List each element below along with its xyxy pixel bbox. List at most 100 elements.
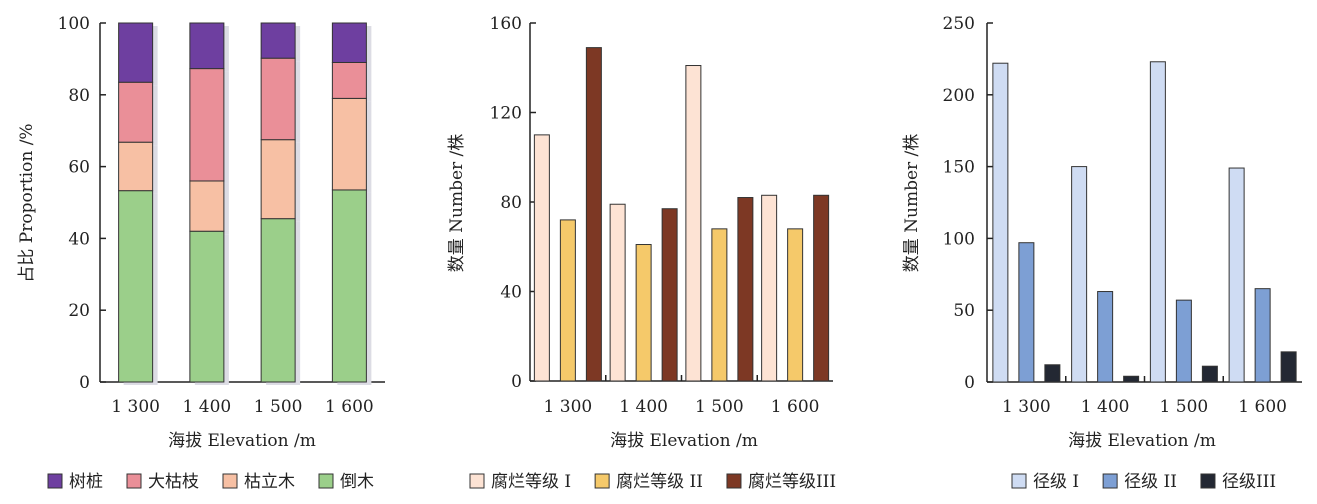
bar — [1175, 299, 1192, 383]
stacked-proportion-chart: 占比 Proportion /% 海拔 Elevation /m 0 20 40 60… — [17, 14, 385, 451]
x-tick-label: 1 600 — [771, 397, 820, 417]
bar-segment — [331, 22, 367, 63]
chart0-ylabel: 占比 Proportion /% — [17, 123, 37, 282]
legend-label: 腐烂等级 I — [491, 472, 571, 492]
bar — [1071, 166, 1088, 383]
legend-swatch — [1200, 473, 1216, 489]
x-tick-label: 1 400 — [1081, 397, 1130, 417]
chart1-ylabel: 数量 Number /株 — [447, 134, 467, 273]
y-tick-label: 0 — [79, 373, 90, 393]
bar — [585, 47, 602, 382]
y-tick-label: 50 — [953, 301, 975, 321]
bar-segment — [118, 22, 154, 83]
bar — [1044, 364, 1061, 383]
legend-label: 倒木 — [340, 472, 374, 492]
bar — [1123, 375, 1140, 383]
bar — [661, 208, 678, 382]
bar-segment — [118, 190, 154, 383]
y-tick-label: 20 — [68, 301, 90, 321]
x-tick-label: 1 400 — [619, 397, 668, 417]
bar — [559, 219, 576, 382]
bar — [635, 244, 652, 382]
legend-swatch — [47, 473, 63, 489]
x-tick-label: 1 500 — [1160, 397, 1209, 417]
legend-swatch — [469, 473, 485, 489]
y-tick-label: 80 — [500, 193, 522, 213]
bar — [787, 228, 804, 382]
y-tick-label: 200 — [943, 86, 975, 106]
x-tick-label: 1 600 — [325, 397, 374, 417]
diameter-class-chart: 数量 Number /株 海拔 Elevation /m 0 50 100 150 20… — [902, 14, 1302, 451]
bar — [1149, 61, 1166, 383]
bar — [813, 194, 830, 382]
x-tick-label: 1 300 — [1002, 397, 1051, 417]
legend-swatch — [594, 473, 610, 489]
y-tick-label: 120 — [490, 104, 522, 124]
bar — [761, 194, 778, 382]
bar-segment — [331, 189, 367, 383]
x-tick-label: 1 500 — [695, 397, 744, 417]
bar-segment — [260, 57, 296, 141]
legend-swatch — [1011, 473, 1027, 489]
legend-swatch — [222, 473, 238, 489]
y-tick-label: 160 — [490, 14, 522, 34]
y-tick-label: 80 — [68, 86, 90, 106]
chart2-ylabel: 数量 Number /株 — [902, 134, 922, 273]
chart0-xlabel: 海拔 Elevation /m — [168, 431, 316, 451]
bar-segment — [189, 22, 225, 70]
bar — [1254, 288, 1271, 383]
decay-class-chart: 数量 Number /株 海拔 Elevation /m 0 40 80 120 160… — [447, 14, 833, 451]
bar-segment — [260, 218, 296, 383]
legend-swatch — [318, 473, 334, 489]
bar — [1280, 351, 1297, 383]
bar-segment — [118, 141, 154, 192]
x-tick-label: 1 300 — [544, 397, 593, 417]
legend-swatch — [726, 473, 742, 489]
y-tick-label: 60 — [68, 158, 90, 178]
bar — [992, 62, 1009, 383]
legend-swatch — [1102, 473, 1118, 489]
bar-segment — [189, 230, 225, 383]
y-tick-label: 40 — [68, 229, 90, 249]
x-tick-label: 1 500 — [254, 397, 303, 417]
legends: 树桩 大枯枝 枯立木 倒木 腐烂等级 I 腐烂等级 II 腐烂等级III 径级 I 径级 II 径… — [47, 472, 1276, 492]
bar — [711, 228, 728, 382]
x-tick-label: 1 400 — [183, 397, 232, 417]
bar-segment — [118, 81, 154, 143]
chart1-xlabel: 海拔 Elevation /m — [610, 431, 758, 451]
legend-label: 径级III — [1222, 472, 1276, 492]
y-tick-label: 100 — [58, 14, 90, 34]
y-tick-label: 0 — [511, 372, 522, 392]
y-tick-label: 0 — [964, 373, 975, 393]
bar-segment — [331, 97, 367, 191]
bar — [1018, 242, 1035, 383]
legend-swatch — [126, 473, 142, 489]
bar — [1201, 365, 1218, 383]
bar — [533, 134, 550, 382]
legend-label: 径级 II — [1124, 472, 1177, 492]
bar-segment — [189, 180, 225, 232]
y-tick-label: 250 — [943, 14, 975, 34]
y-tick-label: 40 — [500, 283, 522, 303]
y-tick-label: 100 — [943, 229, 975, 249]
legend-label: 腐烂等级 II — [616, 472, 703, 492]
bar-segment — [260, 22, 296, 59]
legend-label: 径级 I — [1033, 472, 1079, 492]
bar-segment — [189, 68, 225, 182]
legend-label: 大枯枝 — [148, 472, 199, 492]
bar — [737, 197, 754, 382]
x-tick-label: 1 600 — [1238, 397, 1287, 417]
bar — [1097, 291, 1114, 383]
bar — [685, 65, 702, 382]
legend-label: 树桩 — [69, 472, 103, 492]
legend-label: 腐烂等级III — [748, 472, 836, 492]
legend-label: 枯立木 — [244, 472, 295, 492]
chart2-xlabel: 海拔 Elevation /m — [1068, 431, 1216, 451]
bar-segment — [331, 61, 367, 99]
y-tick-label: 150 — [943, 158, 975, 178]
bar — [1228, 167, 1245, 383]
x-tick-label: 1 300 — [111, 397, 160, 417]
bar — [609, 203, 626, 382]
bar-segment — [260, 139, 296, 220]
